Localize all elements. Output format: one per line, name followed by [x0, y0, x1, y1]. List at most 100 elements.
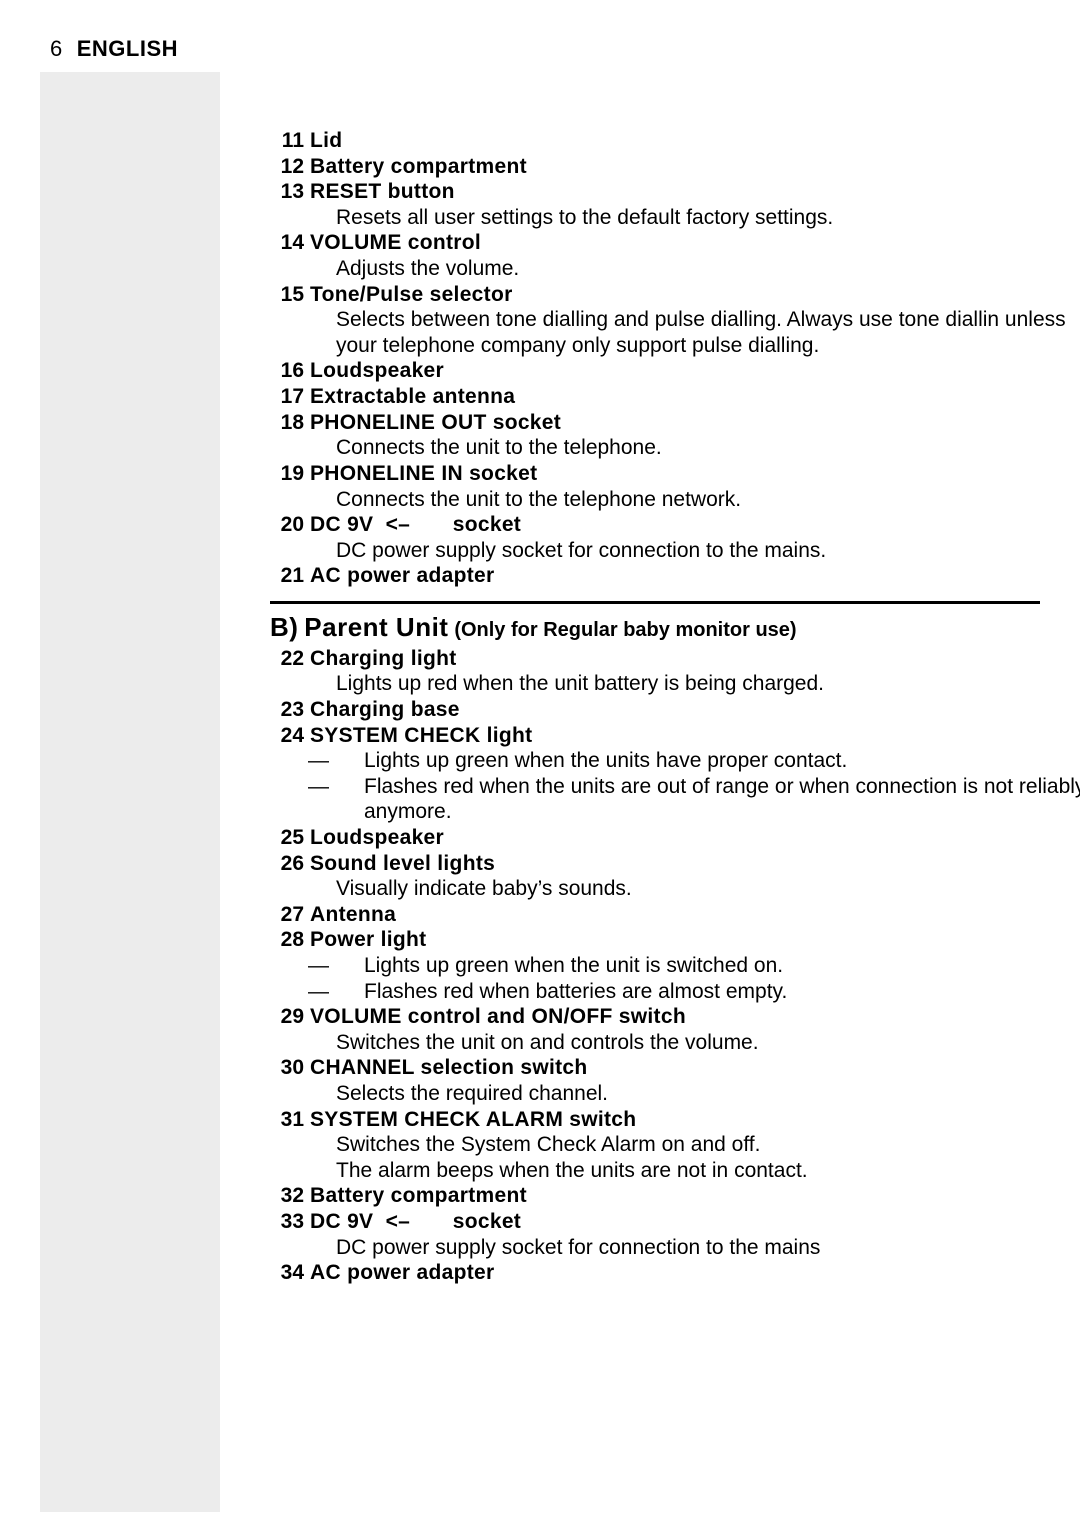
item-label: RESET button [310, 179, 455, 205]
dash-icon: — [336, 774, 364, 800]
item-number: 17 [270, 384, 310, 410]
parts-item: 14VOLUME control [270, 230, 1080, 256]
parts-item: 17Extractable antenna [270, 384, 1080, 410]
item-number: 19 [270, 461, 310, 487]
dash-icon: — [336, 953, 364, 979]
parts-item: 11Lid [270, 128, 1080, 154]
item-label: PHONELINE OUT socket [310, 410, 561, 436]
item-number: 11 [270, 128, 310, 154]
parts-item: 25Loudspeaker [270, 825, 1080, 851]
item-label: AC power adapter [310, 563, 495, 589]
item-label: Loudspeaker [310, 825, 444, 851]
item-number: 24 [270, 723, 310, 749]
item-label: CHANNEL selection switch [310, 1055, 588, 1081]
item-description: DC power supply socket for connection to… [336, 1235, 1080, 1261]
item-bullet: —Lights up green when the unit is switch… [336, 953, 1080, 979]
item-number: 12 [270, 154, 310, 180]
parts-item: 27Antenna [270, 902, 1080, 928]
item-number: 25 [270, 825, 310, 851]
parts-item: 12Battery compartment [270, 154, 1080, 180]
item-description: Selects the required channel. [336, 1081, 1080, 1107]
manual-page: 6ENGLISH 11Lid12Battery compartment13RES… [0, 0, 1080, 1286]
item-number: 28 [270, 927, 310, 953]
parts-item: 29VOLUME control and ON/OFF switch [270, 1004, 1080, 1030]
dash-icon: — [336, 979, 364, 1005]
item-description: Resets all user settings to the default … [336, 205, 1080, 231]
item-label: SYSTEM CHECK ALARM switch [310, 1107, 636, 1133]
item-number: 31 [270, 1107, 310, 1133]
item-number: 29 [270, 1004, 310, 1030]
item-number: 16 [270, 358, 310, 384]
parts-item: 16Loudspeaker [270, 358, 1080, 384]
item-label: Sound level lights [310, 851, 495, 877]
parts-item: 26Sound level lights [270, 851, 1080, 877]
item-label: Charging light [310, 646, 457, 672]
item-label: PHONELINE IN socket [310, 461, 537, 487]
page-header: 6 ENGLISH [50, 36, 1080, 62]
content-area: 11Lid12Battery compartment13RESET button… [270, 90, 1080, 1286]
parts-item: 19PHONELINE IN socket [270, 461, 1080, 487]
parts-item: 13RESET button [270, 179, 1080, 205]
item-number: 33 [270, 1209, 310, 1235]
parts-item: 22Charging light [270, 646, 1080, 672]
item-label: Lid [310, 128, 342, 154]
item-bullet: —Flashes red when the units are out of r… [336, 774, 1080, 825]
section-title: Parent Unit [304, 612, 448, 642]
parts-item: 18PHONELINE OUT socket [270, 410, 1080, 436]
item-description: Connects the unit to the telephone. [336, 435, 1080, 461]
item-label: VOLUME control [310, 230, 481, 256]
page-number: 6 [50, 36, 63, 61]
item-label: Charging base [310, 697, 460, 723]
item-number: 14 [270, 230, 310, 256]
item-label: Antenna [310, 902, 396, 928]
item-number: 13 [270, 179, 310, 205]
item-description: Switches the unit on and controls the vo… [336, 1030, 1080, 1056]
item-label: DC 9V <– socket [310, 1209, 521, 1235]
item-description: Visually indicate baby’s sounds. [336, 876, 1080, 902]
parts-item: 31SYSTEM CHECK ALARM switch [270, 1107, 1080, 1133]
parts-item: 32Battery compartment [270, 1183, 1080, 1209]
item-number: 15 [270, 282, 310, 308]
parts-item: 20DC 9V <– socket [270, 512, 1080, 538]
item-bullet: —Flashes red when batteries are almost e… [336, 979, 1080, 1005]
parts-item: 15Tone/Pulse selector [270, 282, 1080, 308]
item-number: 27 [270, 902, 310, 928]
parts-item: 23Charging base [270, 697, 1080, 723]
page-language: ENGLISH [77, 36, 178, 61]
item-number: 34 [270, 1260, 310, 1286]
item-number: 21 [270, 563, 310, 589]
item-label: DC 9V <– socket [310, 512, 521, 538]
item-bullet: —Lights up green when the units have pro… [336, 748, 1080, 774]
item-description: Connects the unit to the telephone netwo… [336, 487, 1080, 513]
item-description: Selects between tone dialling and pulse … [336, 307, 1080, 358]
item-number: 32 [270, 1183, 310, 1209]
item-label: Tone/Pulse selector [310, 282, 513, 308]
item-label: Power light [310, 927, 426, 953]
item-description: Lights up red when the unit battery is b… [336, 671, 1080, 697]
section-letter: B) [270, 612, 298, 642]
parts-item: 28Power light [270, 927, 1080, 953]
item-label: VOLUME control and ON/OFF switch [310, 1004, 686, 1030]
item-label: Battery compartment [310, 1183, 527, 1209]
item-number: 30 [270, 1055, 310, 1081]
item-description: Switches the System Check Alarm on and o… [336, 1132, 1080, 1158]
item-number: 22 [270, 646, 310, 672]
item-description: Adjusts the volume. [336, 256, 1080, 282]
parts-item: 30CHANNEL selection switch [270, 1055, 1080, 1081]
item-label: Loudspeaker [310, 358, 444, 384]
item-label: Battery compartment [310, 154, 527, 180]
dash-icon: — [336, 748, 364, 774]
item-label: Extractable antenna [310, 384, 515, 410]
item-number: 26 [270, 851, 310, 877]
section-note: (Only for Regular baby monitor use) [454, 619, 796, 641]
parts-list-b: 22Charging lightLights up red when the u… [270, 646, 1080, 1286]
item-label: SYSTEM CHECK light [310, 723, 532, 749]
item-label: AC power adapter [310, 1260, 495, 1286]
parts-item: 33DC 9V <– socket [270, 1209, 1080, 1235]
item-number: 20 [270, 512, 310, 538]
parts-item: 34AC power adapter [270, 1260, 1080, 1286]
section-b-heading: B) Parent Unit (Only for Regular baby mo… [270, 612, 1080, 644]
section-divider [270, 601, 1040, 604]
margin-column [40, 72, 220, 1512]
parts-item: 21AC power adapter [270, 563, 1080, 589]
